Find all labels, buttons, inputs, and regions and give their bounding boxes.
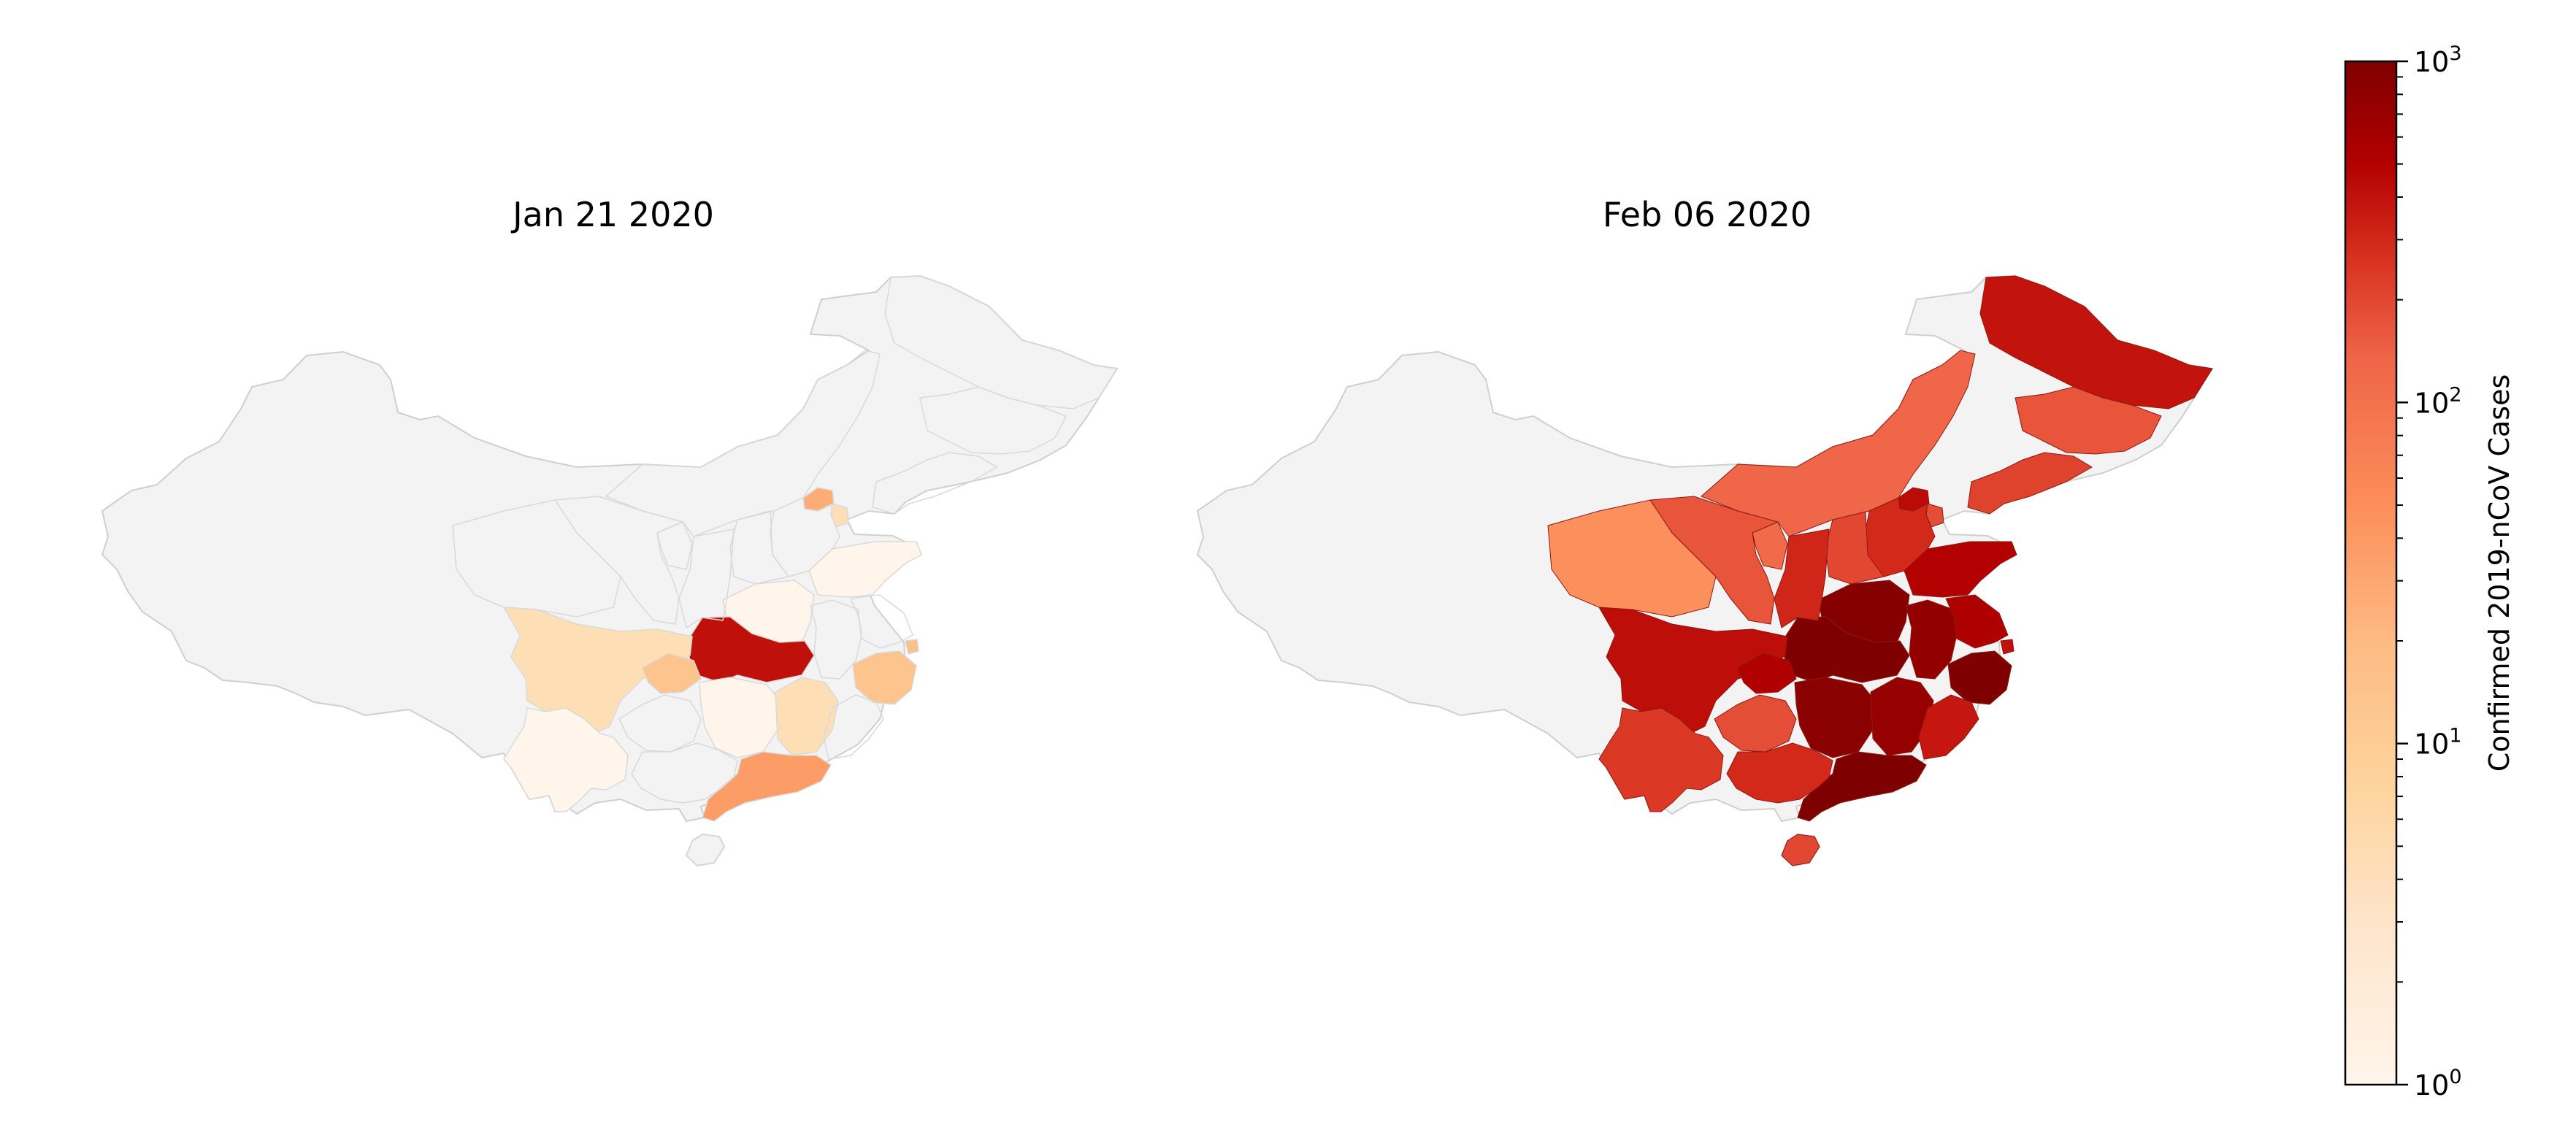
map-title: Feb 06 2020 bbox=[1603, 195, 1812, 234]
province-zhejiang bbox=[1947, 650, 2012, 705]
province-heilongjiang bbox=[1979, 275, 2213, 409]
province-hainan bbox=[686, 834, 725, 866]
province-sichuan bbox=[502, 607, 693, 734]
province-shaanxi bbox=[1774, 528, 1830, 628]
province-yunnan bbox=[503, 707, 629, 812]
province-anhui bbox=[1905, 599, 1958, 680]
map-feb-06-2020: Feb 06 2020 bbox=[1197, 195, 2213, 866]
colorbar-tick-label: 100 bbox=[2414, 1066, 2462, 1101]
province-jilin bbox=[2015, 386, 2162, 455]
province-shandong bbox=[1904, 541, 2017, 598]
province-fujian bbox=[823, 694, 884, 760]
province-inner-mongolia bbox=[605, 350, 881, 537]
colorbar-tick-label: 101 bbox=[2414, 725, 2462, 761]
province-guizhou bbox=[1714, 694, 1797, 753]
province-hubei bbox=[686, 616, 815, 683]
province-zhejiang bbox=[852, 650, 917, 705]
province-shanghai bbox=[2000, 639, 2015, 655]
province-shandong bbox=[808, 541, 922, 598]
colorbar-label: Confirmed 2019-nCoV Cases bbox=[2483, 374, 2515, 772]
province-hainan bbox=[1781, 834, 1820, 866]
province-heilongjiang bbox=[884, 275, 1119, 409]
province-fujian bbox=[1918, 694, 1979, 760]
province-shanghai bbox=[905, 639, 919, 655]
province-yunnan bbox=[1598, 707, 1724, 812]
province-qinghai bbox=[452, 499, 621, 618]
province-anhui bbox=[810, 599, 862, 680]
colorbar-ticks: 103 102 101 100 bbox=[2396, 42, 2462, 1101]
province-sichuan bbox=[1598, 607, 1788, 734]
map-title: Jan 21 2020 bbox=[510, 195, 714, 234]
colorbar-gradient bbox=[2344, 60, 2398, 1086]
province-guizhou bbox=[618, 694, 702, 753]
province-qinghai bbox=[1547, 499, 1717, 618]
province-jilin bbox=[919, 386, 1067, 455]
province-hubei bbox=[1781, 616, 1910, 683]
province-jiangsu bbox=[1945, 594, 2009, 649]
map-jan-21-2020: Jan 21 2020 bbox=[101, 195, 1119, 866]
colorbar-tick-label: 102 bbox=[2414, 383, 2462, 419]
province-chongqing bbox=[642, 653, 702, 694]
province-chongqing bbox=[1737, 653, 1797, 694]
province-guangxi bbox=[1726, 742, 1833, 804]
province-shanxi bbox=[729, 510, 790, 585]
province-jiangxi bbox=[775, 677, 839, 756]
province-inner-mongolia bbox=[1701, 350, 1976, 537]
province-liaoning bbox=[872, 452, 998, 515]
province-jiangsu bbox=[849, 594, 913, 649]
colorbar-tick-label: 103 bbox=[2414, 42, 2462, 78]
province-shaanxi bbox=[678, 528, 735, 629]
province-liaoning bbox=[1967, 452, 2093, 515]
colorbar: 103 102 101 100 Confirmed 2019-nCoV Cases bbox=[2344, 42, 2515, 1101]
province-guangxi bbox=[631, 742, 738, 804]
